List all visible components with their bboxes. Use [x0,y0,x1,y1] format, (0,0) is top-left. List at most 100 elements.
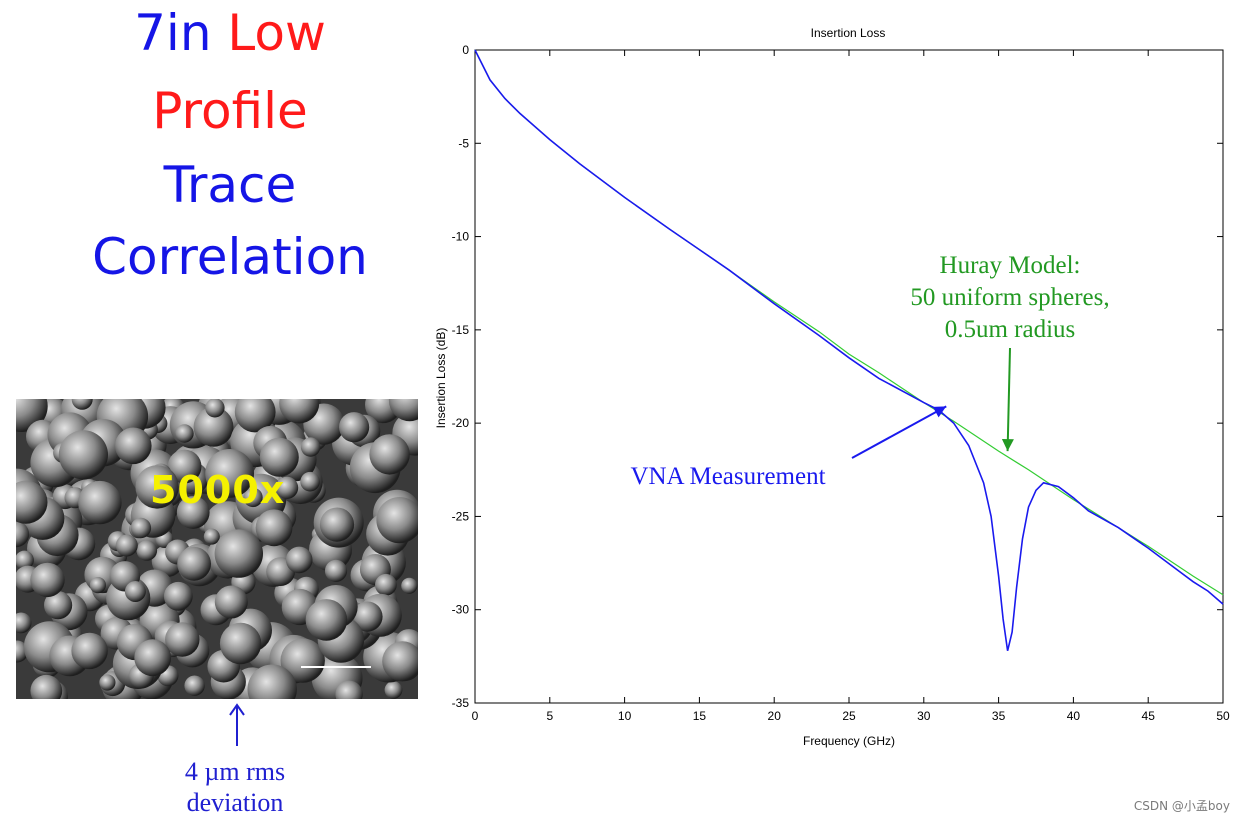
x-tick-label: 50 [1216,709,1230,723]
copper-nodule [280,638,325,683]
copper-nodule [184,675,205,696]
roughness-caption-line-2: deviation [186,787,284,817]
annotation-text: 0.5um radius [945,316,1076,343]
copper-nodule [382,641,418,682]
y-tick-label: -15 [452,323,470,337]
x-tick-label: 15 [693,709,707,723]
x-tick-label: 10 [618,709,632,723]
heading-word-low: Low [227,4,326,62]
y-tick-label: -5 [458,136,469,150]
copper-nodule [58,430,108,480]
x-tick-label: 20 [768,709,782,723]
copper-nodule [376,497,418,544]
annotation-arrow [1006,347,1011,452]
copper-nodule [384,681,403,699]
sem-texture [16,399,418,699]
heading-line-3: Trace [163,156,297,214]
copper-nodule [375,573,397,596]
y-tick-label: 0 [462,43,469,57]
copper-nodule [214,585,248,619]
y-tick-label: -20 [452,416,470,430]
watermark: CSDN @小孟boy [1133,799,1230,813]
copper-nodule [214,529,263,578]
annotation-arrowhead [932,406,947,418]
copper-nodule [193,407,234,447]
y-tick-label: -30 [452,603,470,617]
copper-nodule [219,622,262,665]
heading-line-4: Correlation [92,228,368,286]
copper-nodule [165,622,200,657]
copper-nodule [124,581,146,602]
copper-nodule [175,424,194,443]
copper-nodule [247,664,297,699]
y-tick-label: -10 [452,230,470,244]
copper-nodule [115,534,138,557]
copper-nodule [115,427,152,465]
copper-nodule [259,437,299,477]
copper-nodule [279,399,320,424]
heading-line-2: Profile [152,82,308,140]
heading-word-7in: 7in [134,4,212,62]
copper-nodule [30,674,63,699]
copper-nodule [89,577,106,594]
copper-nodule [285,546,313,574]
copper-nodule [203,528,220,545]
x-tick-label: 45 [1142,709,1156,723]
y-tick-label: -25 [452,509,470,523]
annotation-arrowhead [1001,439,1014,452]
chart-title: Insertion Loss [811,26,886,40]
y-axis-label: Insertion Loss (dB) [434,328,448,429]
copper-nodule [234,399,276,433]
sem-micrograph-image [16,399,418,699]
copper-nodule [388,399,418,422]
copper-nodule [401,577,418,594]
copper-nodule [16,521,30,548]
x-tick-label: 25 [842,709,856,723]
copper-nodule [243,487,263,508]
copper-nodule [30,562,65,598]
roughness-caption: 4 µm rms deviation [140,757,330,818]
annotation-arrow [851,405,947,459]
copper-nodule [324,559,348,582]
x-tick-label: 0 [472,709,479,723]
series-line-huray-model [474,49,1224,596]
copper-nodule [135,465,179,509]
copper-nodule [167,449,202,484]
copper-nodule [44,591,73,620]
copper-nodule [369,434,410,475]
annotation-text: VNA Measurement [630,463,825,490]
plot-frame [474,49,1224,704]
copper-nodule [176,496,210,529]
series-line-vna-measurement [474,49,1224,651]
copper-nodule [335,680,363,699]
copper-nodule [71,632,108,670]
copper-nodule [275,476,299,499]
copper-nodule [339,412,370,443]
copper-nodule [305,599,348,641]
copper-nodule [352,601,383,632]
roughness-caption-line-1: 4 µm rms [184,757,286,786]
copper-nodule [130,517,152,539]
copper-nodule [71,399,93,410]
copper-nodule [78,480,122,525]
copper-nodule [319,507,355,542]
copper-nodule [16,612,32,634]
magnification-label: 5000x [150,468,286,512]
up-arrow-icon [229,703,245,746]
annotation-text: Huray Model: [940,252,1081,279]
copper-nodule [16,480,48,524]
x-tick-label: 5 [546,709,553,723]
copper-nodule [134,639,172,677]
x-tick-label: 30 [917,709,931,723]
copper-nodule [205,399,225,418]
x-tick-label: 40 [1067,709,1081,723]
copper-nodule [16,550,34,570]
x-axis-label: Frequency (GHz) [803,734,895,748]
y-tick-label: -35 [452,696,470,710]
copper-nodule [177,546,212,581]
copper-nodule [99,674,116,691]
copper-nodule [300,437,321,457]
heading-line-1: 7in Low [0,8,460,58]
copper-nodule [163,581,193,611]
